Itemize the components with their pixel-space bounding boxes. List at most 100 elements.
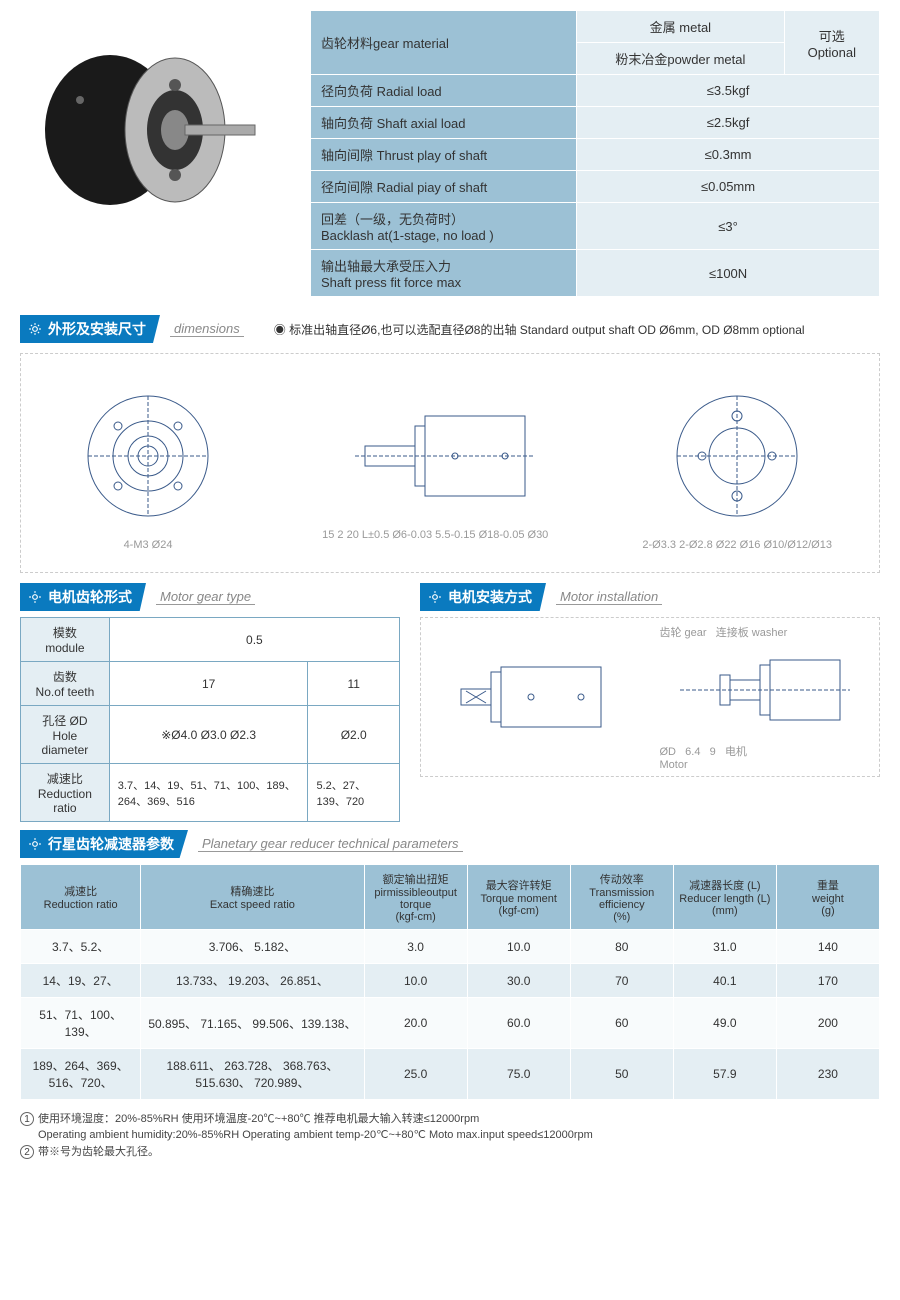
cell-torque: 10.0 xyxy=(364,964,467,998)
gear-icon xyxy=(28,837,42,851)
footnotes: 1 使用环境湿度：20%-85%RH 使用环境温度-20℃~+80℃ 推荐电机最大… xyxy=(20,1110,880,1159)
back-view-labels: 2-Ø3.3 2-Ø2.8 Ø22 Ø16 Ø10/Ø12/Ø13 xyxy=(642,539,832,551)
footnote-1-icon: 1 xyxy=(20,1112,34,1126)
gear-label: 齿轮 gear xyxy=(660,627,707,639)
params-h-ratio: 减速比 Reduction ratio xyxy=(21,865,141,930)
washer-label: 连接板 washer xyxy=(716,627,788,639)
params-title-en: Planetary gear reducer technical paramet… xyxy=(198,836,463,852)
cell-exact: 3.706、 5.182、 xyxy=(141,930,364,964)
side-view: 15 2 20 L±0.5 Ø6-0.03 5.5-0.15 Ø18-0.05 … xyxy=(322,386,548,541)
params-table: 减速比 Reduction ratio 精确速比 Exact speed rat… xyxy=(20,864,880,1100)
metal-cell: 金属 metal xyxy=(577,11,785,43)
cell-maxtorque: 30.0 xyxy=(467,964,570,998)
side-view-labels: 15 2 20 L±0.5 Ø6-0.03 5.5-0.15 Ø18-0.05 … xyxy=(322,529,548,541)
cell-exact: 50.895、 71.165、 99.506、139.138、 xyxy=(141,998,364,1049)
cell-exact: 13.733、 19.203、 26.851、 xyxy=(141,964,364,998)
cell-torque: 20.0 xyxy=(364,998,467,1049)
params-h-length: 减速器长度 (L) Reducer length (L) (mm) xyxy=(673,865,776,930)
teeth-b: 11 xyxy=(308,662,400,706)
cell-weight: 140 xyxy=(776,930,879,964)
params-h-weight: 重量 weight (g) xyxy=(776,865,879,930)
cell-maxtorque: 10.0 xyxy=(467,930,570,964)
cell-length: 57.9 xyxy=(673,1049,776,1100)
footnote-2: 带※号为齿轮最大孔径。 xyxy=(38,1146,159,1158)
teeth-label: 齿数 No.of teeth xyxy=(21,662,110,706)
params-row: 51、71、100、139、 50.895、 71.165、 99.506、13… xyxy=(21,998,880,1049)
powder-metal-cell: 粉末冶金powder metal xyxy=(577,43,785,75)
motor-install-title-en: Motor installation xyxy=(556,589,662,605)
spec-row-label: 轴向负荷 Shaft axial load xyxy=(311,107,577,139)
teeth-a: 17 xyxy=(109,662,308,706)
spec-row-label: 回差（一级，无负荷时） Backlash at(1-stage, no load… xyxy=(311,203,577,250)
cell-ratio: 51、71、100、139、 xyxy=(21,998,141,1049)
install-side-view xyxy=(441,637,621,757)
d-label: ØD xyxy=(660,746,677,758)
dimensions-badge: 外形及安装尺寸 xyxy=(20,315,160,343)
back-view: 2-Ø3.3 2-Ø2.8 Ø22 Ø16 Ø10/Ø12/Ø13 xyxy=(642,376,832,551)
spec-row-label: 轴向间隙 Thrust play of shaft xyxy=(311,139,577,171)
module-label: 模数 module xyxy=(21,618,110,662)
dimensions-title-cn: 外形及安装尺寸 xyxy=(48,319,146,339)
footnote-1b: Operating ambient humidity:20%-85%RH Ope… xyxy=(38,1129,593,1141)
front-view-labels: 4-M3 Ø24 xyxy=(68,539,228,551)
ratio-b: 5.2、27、139、720 xyxy=(308,764,400,822)
params-h-eff: 传动效率 Transmission efficiency (%) xyxy=(570,865,673,930)
cell-eff: 50 xyxy=(570,1049,673,1100)
gear-icon xyxy=(428,590,442,604)
spec-row-value: ≤0.05mm xyxy=(577,171,880,203)
cell-maxtorque: 60.0 xyxy=(467,998,570,1049)
params-title-cn: 行星齿轮减速器参数 xyxy=(48,834,174,854)
footnote-2-icon: 2 xyxy=(20,1145,34,1159)
product-image xyxy=(20,10,300,250)
spec-row-value: ≤3.5kgf xyxy=(577,75,880,107)
params-h-maxtorque: 最大容许转矩 Torque moment (kgf-cm) xyxy=(467,865,570,930)
hole-b: Ø2.0 xyxy=(308,706,400,764)
motor-gear-title-cn: 电机齿轮形式 xyxy=(48,587,132,607)
cell-ratio: 14、19、27、 xyxy=(21,964,141,998)
hole-label: 孔径 ØD Hole diameter xyxy=(21,706,110,764)
dimensions-title-en: dimensions xyxy=(170,321,244,337)
front-view: 4-M3 Ø24 xyxy=(68,376,228,551)
params-h-torque: 额定输出扭矩 pirmissibleoutput torque (kgf-cm) xyxy=(364,865,467,930)
spec-row-value: ≤2.5kgf xyxy=(577,107,880,139)
cell-length: 49.0 xyxy=(673,998,776,1049)
spec-row-value: ≤0.3mm xyxy=(577,139,880,171)
module-value: 0.5 xyxy=(109,618,399,662)
footnote-1: 使用环境湿度：20%-85%RH 使用环境温度-20℃~+80℃ 推荐电机最大输… xyxy=(38,1113,479,1125)
h1-label: 6.4 xyxy=(685,746,700,758)
ratio-a: 3.7、14、19、51、71、100、189、264、369、516 xyxy=(109,764,308,822)
params-badge: 行星齿轮减速器参数 xyxy=(20,830,188,858)
cell-length: 40.1 xyxy=(673,964,776,998)
cell-weight: 230 xyxy=(776,1049,879,1100)
motor-install-title-cn: 电机安装方式 xyxy=(448,587,532,607)
install-detail xyxy=(660,640,860,740)
cell-torque: 3.0 xyxy=(364,930,467,964)
motor-gear-title-en: Motor gear type xyxy=(156,589,255,605)
motor-gear-header: 电机齿轮形式 Motor gear type xyxy=(20,583,400,611)
cell-ratio: 3.7、5.2、 xyxy=(21,930,141,964)
spec-table: 齿轮材料gear material 金属 metal 可选 Optional 粉… xyxy=(310,10,880,297)
spec-row-label: 径向间隙 Radial piay of shaft xyxy=(311,171,577,203)
gearbox-drawing xyxy=(30,20,290,240)
cell-ratio: 189、264、369、516、720、 xyxy=(21,1049,141,1100)
params-row: 14、19、27、 13.733、 19.203、 26.851、 10.0 3… xyxy=(21,964,880,998)
motor-gear-table: 模数 module 0.5 齿数 No.of teeth 17 11 孔径 ØD… xyxy=(20,617,400,822)
ratio-label: 减速比 Reduction ratio xyxy=(21,764,110,822)
dimensions-note: ◉ 标准出轴直径Ø6,也可以选配直径Ø8的出轴 Standard output … xyxy=(274,321,805,338)
cell-eff: 60 xyxy=(570,998,673,1049)
spec-row-value: ≤3° xyxy=(577,203,880,250)
gear-icon xyxy=(28,322,42,336)
dimensions-drawings: 4-M3 Ø24 15 2 20 L±0.5 Ø6-0.03 5.5-0.15 … xyxy=(20,353,880,573)
dimensions-header: 外形及安装尺寸 dimensions ◉ 标准出轴直径Ø6,也可以选配直径Ø8的… xyxy=(20,315,880,343)
motor-gear-badge: 电机齿轮形式 xyxy=(20,583,146,611)
h2-label: 9 xyxy=(710,746,716,758)
params-row: 189、264、369、516、720、 188.611、 263.728、 3… xyxy=(21,1049,880,1100)
top-section: 齿轮材料gear material 金属 metal 可选 Optional 粉… xyxy=(0,0,900,307)
motor-install-badge: 电机安装方式 xyxy=(420,583,546,611)
gear-icon xyxy=(28,590,42,604)
params-header: 行星齿轮减速器参数 Planetary gear reducer technic… xyxy=(20,830,880,858)
optional-cell: 可选 Optional xyxy=(784,11,879,75)
cell-exact: 188.611、 263.728、 368.763、515.630、 720.9… xyxy=(141,1049,364,1100)
cell-eff: 70 xyxy=(570,964,673,998)
cell-eff: 80 xyxy=(570,930,673,964)
